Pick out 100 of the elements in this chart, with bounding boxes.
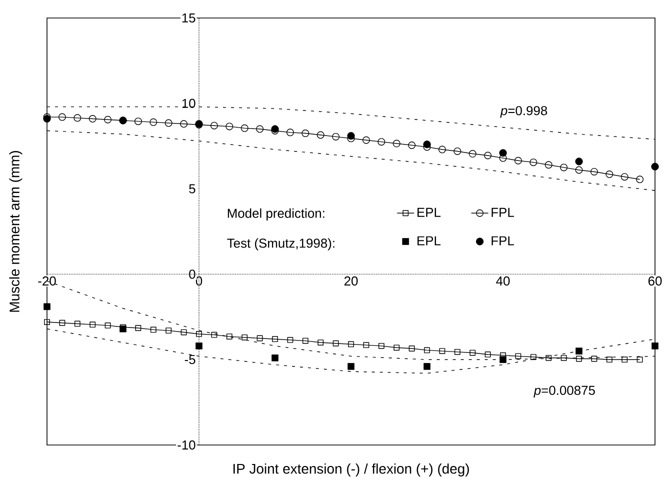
- point: [499, 149, 507, 157]
- point: [134, 118, 142, 126]
- point: [316, 131, 324, 139]
- point: [180, 120, 188, 128]
- point: [272, 336, 278, 342]
- x-tick-label: 20: [344, 276, 358, 286]
- point: [606, 170, 614, 178]
- point: [424, 347, 430, 354]
- point: [576, 348, 582, 354]
- annotation: p=0.998: [500, 106, 548, 118]
- point: [211, 332, 218, 338]
- point: [378, 342, 384, 349]
- point: [226, 122, 234, 130]
- point: [302, 130, 310, 138]
- point: [484, 152, 492, 160]
- point: [196, 331, 202, 337]
- point: [226, 334, 232, 340]
- point: [438, 146, 446, 154]
- point: [44, 319, 50, 325]
- point: [44, 303, 50, 310]
- point: [484, 352, 491, 358]
- point: [591, 356, 598, 362]
- x-tick-label: 40: [496, 276, 510, 286]
- point: [423, 140, 431, 148]
- point: [394, 344, 400, 351]
- point: [468, 150, 476, 158]
- point: [500, 356, 506, 363]
- y-tick-label: -10: [178, 440, 196, 450]
- point: [499, 154, 507, 162]
- point: [104, 116, 112, 124]
- point: [392, 140, 400, 148]
- point: [58, 113, 66, 121]
- point: [424, 363, 430, 370]
- y-tick-label: 10: [182, 98, 196, 108]
- point: [620, 173, 628, 181]
- point: [180, 329, 187, 336]
- point: [515, 353, 522, 360]
- point: [560, 354, 567, 361]
- point: [150, 118, 158, 126]
- point: [606, 356, 612, 363]
- point: [88, 115, 96, 123]
- x-tick-label: 0: [196, 276, 202, 286]
- point: [636, 356, 643, 363]
- x-tick-label: 60: [648, 276, 662, 286]
- point: [332, 132, 340, 140]
- point: [196, 342, 202, 350]
- point: [363, 342, 370, 348]
- annotation: Test (Smutz,1998):: [227, 238, 334, 250]
- point: [150, 326, 156, 333]
- y-tick-label: 0: [189, 270, 196, 279]
- point: [302, 338, 308, 344]
- legend-label: FPL: [492, 208, 514, 217]
- point: [90, 322, 96, 328]
- point: [210, 122, 218, 130]
- point: [287, 337, 294, 343]
- point: [242, 334, 248, 340]
- point: [514, 156, 522, 164]
- point: [166, 328, 172, 334]
- point: [546, 354, 552, 361]
- y-tick-label: 15: [182, 13, 196, 23]
- point: [59, 320, 66, 326]
- point: [318, 340, 324, 346]
- annotation: p=0.00875: [534, 386, 595, 398]
- point: [256, 125, 264, 133]
- point: [622, 356, 628, 363]
- point: [454, 348, 460, 355]
- point: [164, 119, 172, 127]
- point: [408, 141, 416, 149]
- point: [560, 164, 568, 172]
- point: [348, 363, 354, 370]
- point: [135, 325, 142, 331]
- legend-label: FPL: [492, 236, 514, 246]
- point: [104, 322, 111, 328]
- point: [74, 320, 80, 327]
- point: [362, 136, 370, 144]
- y-axis-title: Muscle moment arm (mm): [9, 151, 22, 312]
- point: [544, 161, 552, 169]
- y-tick-label: 5: [189, 184, 196, 194]
- y-tick-label: -5: [184, 355, 196, 364]
- point: [439, 348, 446, 354]
- point: [651, 162, 659, 170]
- point: [240, 124, 248, 132]
- point: [332, 340, 339, 346]
- point: [636, 176, 644, 184]
- legend-label: EPL: [418, 236, 441, 246]
- point: [590, 168, 598, 176]
- point: [256, 335, 263, 342]
- point: [348, 341, 354, 348]
- point: [74, 114, 82, 122]
- point: [576, 356, 582, 362]
- point: [530, 158, 538, 166]
- annotation: Model prediction:: [228, 208, 324, 220]
- point: [575, 158, 583, 166]
- point: [347, 132, 355, 140]
- x-axis-title: IP Joint extension (-) / flexion (+) (deg): [233, 463, 469, 476]
- point: [652, 342, 658, 350]
- point: [286, 128, 294, 136]
- point: [378, 138, 386, 146]
- point: [272, 354, 278, 362]
- point: [470, 350, 476, 356]
